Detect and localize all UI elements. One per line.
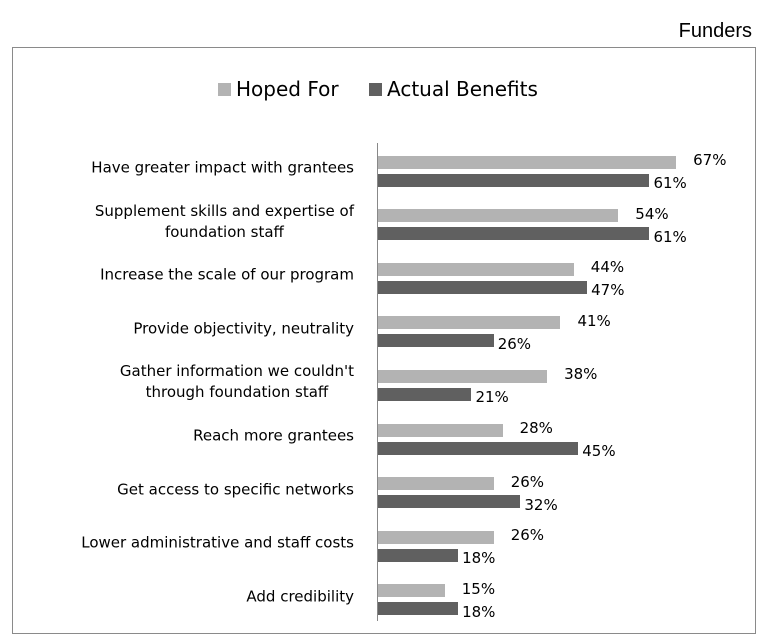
value-label: 44% bbox=[590, 258, 625, 277]
category-text: Supplement skills and expertise of found… bbox=[94, 201, 354, 241]
bar bbox=[378, 262, 574, 276]
bar bbox=[378, 227, 650, 241]
bar bbox=[378, 548, 459, 562]
bar bbox=[378, 173, 650, 187]
bar bbox=[378, 602, 459, 616]
value-label: 67% bbox=[693, 151, 727, 169]
category-text: Provide objectivity, neutrality bbox=[133, 319, 354, 338]
value-label: 32% bbox=[524, 495, 558, 514]
bar bbox=[378, 441, 579, 455]
category-text: Get access to specific networks bbox=[117, 480, 354, 499]
category-text: Have greater impact with grantees bbox=[91, 158, 354, 177]
value-label: 54% bbox=[635, 204, 669, 223]
value-label: 41% bbox=[577, 311, 611, 330]
value-label: 18% bbox=[462, 602, 496, 621]
value-label: 47% bbox=[591, 281, 625, 300]
category-text: Reach more grantees bbox=[193, 426, 354, 445]
value-label: 26% bbox=[510, 526, 545, 545]
value-label: 26% bbox=[497, 334, 532, 353]
category-text: Lower administrative and staff costs bbox=[81, 533, 354, 552]
bar bbox=[378, 495, 521, 509]
category-label: Lower administrative and staff costs bbox=[0, 533, 354, 554]
category-text: Add credibility bbox=[246, 587, 354, 606]
value-label: 21% bbox=[475, 388, 509, 407]
category-text: Increase the scale of our program bbox=[100, 265, 354, 284]
legend-swatch bbox=[369, 83, 382, 96]
category-label: Increase the scale of our program bbox=[0, 265, 354, 286]
legend-label: Hoped For bbox=[236, 77, 339, 101]
value-label: 15% bbox=[461, 579, 496, 598]
bar bbox=[378, 584, 445, 598]
category-label: Reach more grantees bbox=[0, 426, 354, 447]
category-label: Gather information we couldn't through f… bbox=[0, 361, 354, 403]
legend-label: Actual Benefits bbox=[387, 77, 538, 101]
bar bbox=[378, 316, 561, 330]
bar bbox=[378, 334, 494, 348]
category-text: Gather information we couldn't through f… bbox=[119, 362, 354, 402]
bar bbox=[378, 387, 472, 401]
value-label: 18% bbox=[462, 549, 496, 568]
bar bbox=[378, 423, 503, 437]
chart-frame bbox=[12, 47, 756, 634]
bar bbox=[378, 155, 677, 169]
value-label: 61% bbox=[653, 227, 687, 246]
bar bbox=[378, 369, 548, 383]
legend-swatch bbox=[218, 83, 231, 96]
category-label: Have greater impact with grantees bbox=[0, 158, 354, 179]
category-axis bbox=[377, 143, 378, 621]
value-label: 45% bbox=[582, 442, 616, 460]
value-label: 61% bbox=[653, 174, 687, 192]
chart-title: Funders bbox=[678, 20, 752, 42]
category-label: Supplement skills and expertise of found… bbox=[0, 201, 354, 243]
bar bbox=[378, 209, 619, 223]
category-label: Add credibility bbox=[0, 586, 354, 607]
value-label: 38% bbox=[564, 365, 598, 384]
category-label: Get access to specific networks bbox=[0, 479, 354, 500]
bar bbox=[378, 477, 494, 491]
value-label: 28% bbox=[519, 419, 553, 437]
value-label: 26% bbox=[510, 472, 545, 491]
category-label: Provide objectivity, neutrality bbox=[0, 318, 354, 339]
bar bbox=[378, 530, 494, 544]
bar bbox=[378, 280, 588, 294]
